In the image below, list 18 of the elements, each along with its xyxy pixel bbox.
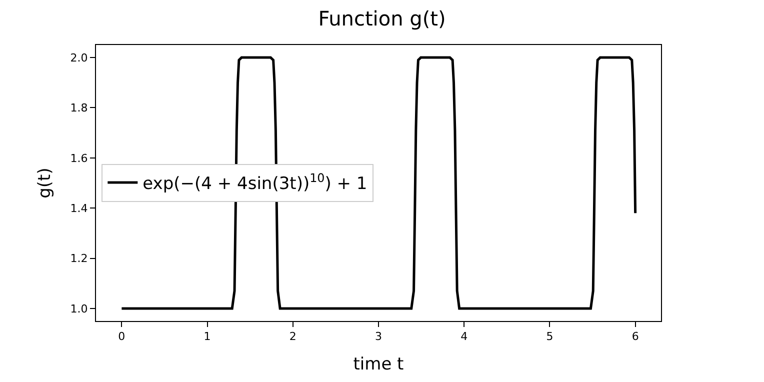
x-tick-label: 3	[375, 330, 382, 344]
legend-label: exp(−(4 + 4sin(3t))$^{10}$) + 1	[142, 171, 368, 194]
x-tick-label: 6	[632, 330, 639, 344]
x-tick-label: 2	[289, 330, 296, 344]
y-tick-label: 1.0	[70, 302, 88, 316]
x-tick-label: 0	[118, 330, 126, 344]
y-axis-title: g(t)	[34, 168, 55, 198]
y-tick-label: 1.4	[70, 202, 88, 215]
x-tick-label: 5	[546, 330, 554, 344]
y-tick-label: 1.8	[70, 102, 88, 115]
line-series	[120, 56, 637, 310]
y-tick-label: 2.0	[70, 51, 88, 64]
x-tick-label: 4	[460, 330, 468, 344]
y-tick-label: 1.2	[70, 252, 88, 266]
chart-title: Function g(t)	[318, 6, 446, 30]
x-tick-label: 1	[204, 330, 211, 344]
y-tick-label: 1.6	[70, 152, 88, 165]
x-axis-title: time t	[353, 354, 404, 375]
